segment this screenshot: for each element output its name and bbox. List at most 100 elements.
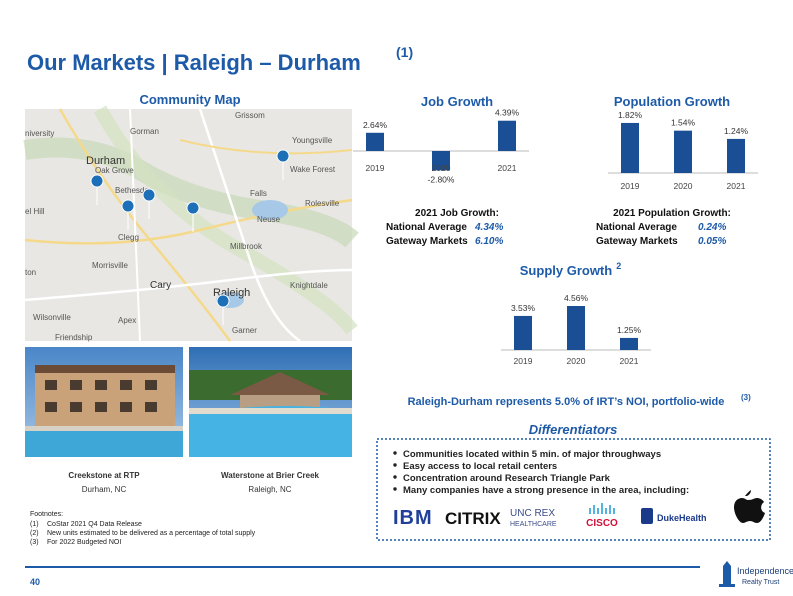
x-tick-label: 2020 xyxy=(567,356,586,366)
value-label: 1.25% xyxy=(617,325,642,335)
logo-cisco: CISCO xyxy=(586,518,618,529)
photo-waterstone xyxy=(189,347,352,457)
value-label: 2.64% xyxy=(363,120,388,130)
map-pins xyxy=(90,149,290,326)
map-label: Morrisville xyxy=(92,261,129,270)
bar xyxy=(727,138,745,173)
noi-footnote: (3) xyxy=(741,393,751,402)
differentiators-title: Differentiators xyxy=(529,422,618,437)
footnote-text: New units estimated to be delivered as a… xyxy=(47,530,256,537)
bullet-text: Many companies have a strong presence in… xyxy=(403,485,689,496)
value-label: 3.53% xyxy=(511,303,536,313)
stats-label: Gateway Markets xyxy=(386,236,468,247)
photo-name: Waterstone at Brier Creek xyxy=(221,471,320,480)
bullet-text: Easy access to local retail centers xyxy=(403,461,557,472)
chart-title: Job Growth xyxy=(421,94,493,109)
logo-text: Independence xyxy=(737,566,793,576)
map-label: niversity xyxy=(25,129,54,138)
x-tick-label: 2021 xyxy=(620,356,639,366)
map-label: el Hill xyxy=(25,207,45,216)
x-tick-label: 2019 xyxy=(366,163,385,173)
bullet-text: Communities located within 5 min. of maj… xyxy=(403,449,661,460)
stats-value: 6.10% xyxy=(475,236,503,247)
page-number: 40 xyxy=(30,577,40,587)
photo-location: Raleigh, NC xyxy=(248,485,291,494)
chart-title-note: 2 xyxy=(616,261,621,271)
bar xyxy=(567,305,585,350)
stats-value: 4.34% xyxy=(474,222,503,233)
stats-value: 0.24% xyxy=(698,222,726,233)
stats-title: 2021 Population Growth: xyxy=(613,208,731,219)
x-tick-label: 2020 xyxy=(674,181,693,191)
map-label: Falls xyxy=(250,189,267,198)
photo-name: Creekstone at RTP xyxy=(68,471,140,480)
map-label: Gorman xyxy=(130,127,159,136)
value-label: 1.54% xyxy=(671,118,696,128)
bar xyxy=(432,151,450,171)
x-tick-label: 2021 xyxy=(727,181,746,191)
differentiators-list: Communities located within 5 min. of maj… xyxy=(393,449,689,496)
stats-title: 2021 Job Growth: xyxy=(415,208,499,219)
map xyxy=(23,105,359,343)
bar xyxy=(366,132,384,151)
bar xyxy=(674,130,692,173)
map-label: Millbrook xyxy=(230,242,263,251)
irt-logo: Independence Realty Trust xyxy=(719,561,793,587)
value-label: 4.39% xyxy=(495,108,520,118)
map-label: Friendship xyxy=(55,333,93,342)
footnotes: (1) CoStar 2021 Q4 Data Release (2) New … xyxy=(30,521,256,546)
slide-title: Our Markets | Raleigh – Durham xyxy=(27,50,361,75)
map-label: Wilsonville xyxy=(33,313,71,322)
map-label: Knightdale xyxy=(290,281,328,290)
job-stats: 2021 Job Growth: National Average 4.34% … xyxy=(386,208,503,247)
footnote-mark: (2) xyxy=(30,530,39,537)
value-label: 1.82% xyxy=(618,110,643,120)
bar xyxy=(621,122,639,173)
x-tick-label: 2019 xyxy=(514,356,533,366)
map-label: Apex xyxy=(118,316,136,325)
value-label: 1.24% xyxy=(724,126,749,136)
logo-citrix: CITRIX xyxy=(445,509,501,528)
map-title: Community Map xyxy=(139,92,240,107)
value-label: 4.56% xyxy=(564,293,589,303)
map-label: Youngsville xyxy=(292,136,333,145)
photo-creekstone xyxy=(25,347,183,457)
logo-unc: UNC REX xyxy=(510,508,555,519)
map-label: Rolesville xyxy=(305,199,340,208)
stats-label: National Average xyxy=(386,222,467,233)
map-label: Wake Forest xyxy=(290,165,336,174)
map-label: Grissom xyxy=(235,111,265,120)
map-label: Neuse xyxy=(257,215,281,224)
chart-title: Supply Growth xyxy=(520,263,613,278)
footnote-mark: (3) xyxy=(30,539,39,546)
photo-location: Durham, NC xyxy=(82,485,127,494)
logo-duke: DukeHealth xyxy=(657,513,707,523)
stats-value: 0.05% xyxy=(698,236,726,247)
x-tick-label: 2020 xyxy=(432,163,451,173)
footnote-text: CoStar 2021 Q4 Data Release xyxy=(47,521,142,528)
stats-label: Gateway Markets xyxy=(596,236,678,247)
logo-unc: HEALTHCARE xyxy=(510,521,557,528)
population-stats: 2021 Population Growth: National Average… xyxy=(596,208,731,247)
map-label: Bethesda xyxy=(115,186,149,195)
company-logos: IBM CITRIX UNC REX HEALTHCARE CISCO Duke… xyxy=(393,490,765,529)
map-labels: Durham Raleigh Cary Apex Gorman Oak Grov… xyxy=(25,111,340,342)
map-label: Durham xyxy=(86,155,125,167)
x-tick-label: 2021 xyxy=(498,163,517,173)
logo-ibm: IBM xyxy=(393,507,433,529)
chart-title: Population Growth xyxy=(614,94,730,109)
stats-label: National Average xyxy=(596,222,677,233)
differentiators-box xyxy=(376,438,771,541)
bar xyxy=(620,337,638,350)
noi-note: Raleigh-Durham represents 5.0% of IRT’s … xyxy=(408,396,725,408)
footnotes-title: Footnotes: xyxy=(30,511,63,518)
title-note: (1) xyxy=(396,44,413,60)
footnote-text: For 2022 Budgeted NOI xyxy=(47,539,121,546)
map-label: Oak Grove xyxy=(95,166,134,175)
map-label: Clegg xyxy=(118,233,139,242)
x-tick-label: 2019 xyxy=(621,181,640,191)
map-label: ton xyxy=(25,268,36,277)
bar xyxy=(514,315,532,350)
bullet-text: Concentration around Research Triangle P… xyxy=(403,473,611,484)
